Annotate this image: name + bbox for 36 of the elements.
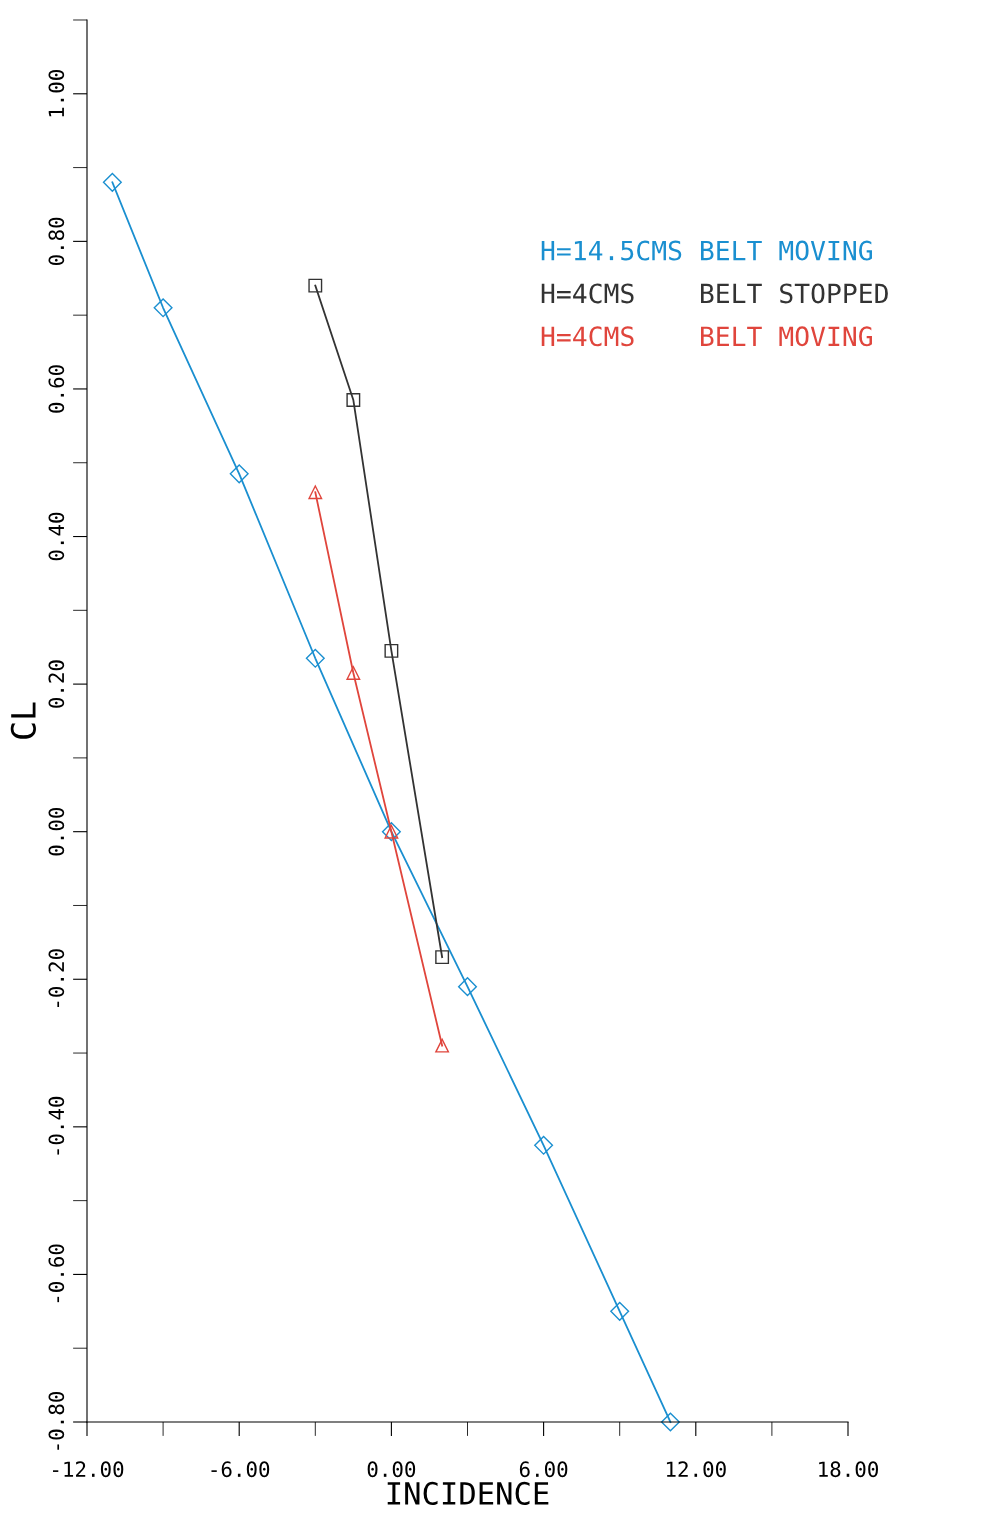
y-tick-label: -0.60	[48, 1244, 65, 1303]
x-tick-label: 0.00	[367, 1461, 416, 1478]
point	[346, 666, 361, 680]
point	[435, 1038, 450, 1053]
y-tick-label: 0.00	[48, 807, 65, 856]
y-tick-label: 1.00	[48, 70, 65, 117]
y-tick-label: -0.40	[48, 1096, 65, 1155]
point	[660, 1412, 680, 1432]
y-tick-label: -0.20	[48, 949, 65, 1007]
point	[153, 298, 173, 318]
point	[305, 648, 325, 668]
x-tick-label: -12.00	[53, 1461, 124, 1478]
point	[435, 950, 450, 965]
x-tick-label: 6.00	[519, 1461, 568, 1478]
y-tick-label: 0.80	[48, 217, 65, 266]
text: H=4CMS BELT STOPPED	[541, 283, 888, 304]
text: H=4CMS BELT MOVING	[541, 326, 872, 347]
point	[102, 172, 122, 192]
point	[229, 464, 249, 484]
y-tick-label: -0.80	[48, 1391, 65, 1450]
x-tick-label: 12.00	[666, 1461, 726, 1478]
y-tick-label: 0.20	[48, 660, 65, 708]
point	[346, 393, 361, 407]
point	[308, 485, 323, 500]
point	[384, 643, 399, 658]
x-axis-title: INCIDENCE	[387, 1481, 549, 1505]
x-tick-label: -6.00	[211, 1461, 270, 1478]
x-tick-label: 18.00	[819, 1461, 879, 1478]
point	[457, 977, 478, 997]
y-axis-title: CL	[10, 702, 36, 739]
y-tick-label: 0.60	[48, 365, 65, 413]
point	[308, 278, 323, 293]
point	[610, 1301, 630, 1321]
y-tick-label: 0.40	[48, 512, 65, 561]
text: H=14.5CMS BELT MOVING	[541, 240, 872, 261]
point	[534, 1135, 554, 1155]
